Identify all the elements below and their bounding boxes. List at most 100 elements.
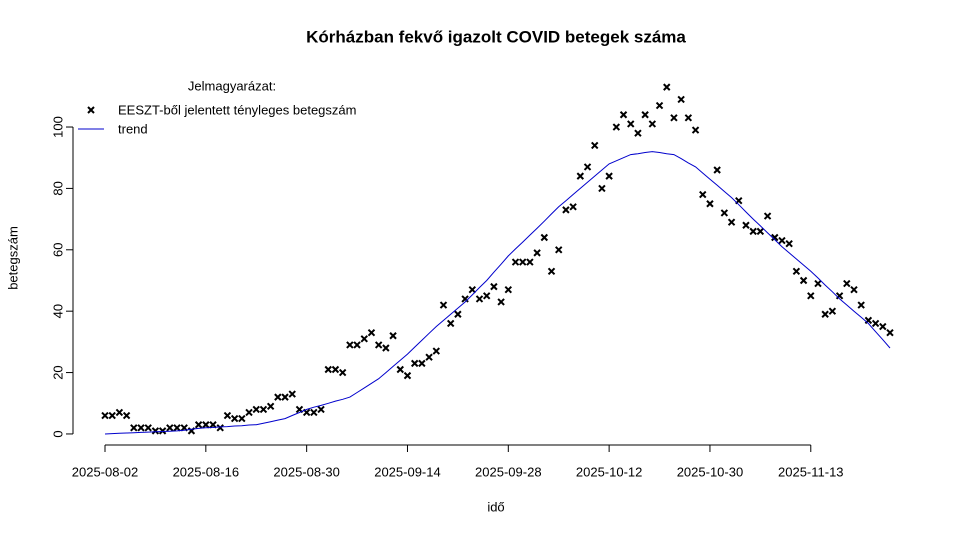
x-tick-label: 2025-09-28 <box>475 464 542 479</box>
x-axis-label: idő <box>487 499 504 514</box>
data-point <box>857 301 865 309</box>
data-point <box>785 239 793 248</box>
data-point <box>699 190 707 199</box>
data-point <box>266 402 275 411</box>
x-tick-label: 2025-10-12 <box>576 464 643 479</box>
legend-title: Jelmagyarázat: <box>188 78 276 93</box>
data-point <box>879 322 887 331</box>
y-axis-label: betegszám <box>5 226 20 290</box>
data-point <box>202 421 210 429</box>
data-point <box>360 335 368 343</box>
data-point <box>591 141 599 150</box>
data-point <box>425 353 433 361</box>
data-point <box>641 111 649 119</box>
data-point <box>490 282 498 291</box>
data-point <box>850 285 858 294</box>
data-point <box>627 120 635 128</box>
data-point <box>101 411 109 420</box>
data-point <box>194 421 203 429</box>
data-point <box>151 427 160 435</box>
data-point <box>598 184 606 193</box>
data-point <box>410 359 419 368</box>
data-point <box>799 276 808 285</box>
data-point <box>821 310 829 318</box>
data-point <box>605 172 613 180</box>
data-point <box>461 295 469 303</box>
data-point <box>223 411 232 420</box>
data-point <box>108 411 116 420</box>
data-point <box>482 292 491 300</box>
data-point <box>173 424 181 432</box>
data-point <box>655 101 664 110</box>
data-point <box>158 427 167 435</box>
data-point <box>374 341 383 349</box>
data-point <box>468 285 477 294</box>
data-point <box>835 292 844 300</box>
y-tick-label: 0 <box>50 430 65 437</box>
data-point <box>771 233 779 242</box>
chart-title: Kórházban fekvő igazolt COVID betegek sz… <box>306 27 686 46</box>
data-point <box>274 393 282 401</box>
data-point <box>843 279 851 288</box>
data-point <box>353 341 361 349</box>
x-tick-label: 2025-09-14 <box>374 464 441 479</box>
data-point <box>324 365 332 374</box>
data-point <box>562 206 570 214</box>
data-point <box>288 390 296 398</box>
y-tick-label: 100 <box>50 116 65 138</box>
data-point <box>418 359 426 368</box>
data-point <box>706 200 714 208</box>
x-tick-label: 2025-10-30 <box>677 464 744 479</box>
data-point <box>807 292 815 300</box>
data-point <box>828 307 837 315</box>
data-point <box>763 212 772 220</box>
data-point <box>475 295 484 303</box>
data-point <box>122 411 131 420</box>
legend-marker <box>87 106 95 114</box>
data-point <box>518 258 527 266</box>
data-point <box>259 405 268 414</box>
data-point <box>497 298 505 306</box>
data-point <box>756 227 765 236</box>
data-point <box>338 368 347 377</box>
data-point <box>864 316 873 325</box>
data-point <box>238 414 246 423</box>
data-point <box>634 129 642 137</box>
data-point <box>403 371 412 380</box>
data-point <box>346 341 354 349</box>
data-point <box>742 221 750 229</box>
x-tick-label: 2025-11-13 <box>778 464 844 479</box>
trend-line <box>104 151 891 435</box>
data-point <box>439 301 448 309</box>
data-point <box>504 285 513 294</box>
data-point <box>454 310 462 318</box>
data-point <box>670 114 678 122</box>
data-point <box>720 209 729 217</box>
data-point <box>389 332 397 340</box>
data-point <box>166 424 174 432</box>
data-point <box>281 393 289 401</box>
data-point <box>511 258 520 266</box>
legend-label: trend <box>118 121 148 136</box>
data-point <box>367 328 376 337</box>
data-point <box>540 233 549 242</box>
data-point <box>533 249 541 257</box>
data-point <box>317 405 325 414</box>
data-point <box>691 126 700 134</box>
data-point <box>245 408 253 417</box>
data-point <box>137 424 145 432</box>
data-point <box>130 424 138 432</box>
data-point <box>115 408 124 417</box>
data-point <box>778 236 786 245</box>
data-point <box>555 246 563 254</box>
data-point <box>677 95 685 104</box>
data-point <box>382 344 390 352</box>
data-point <box>648 120 657 128</box>
data-point <box>526 258 534 266</box>
data-point <box>547 267 556 275</box>
data-point <box>749 227 757 236</box>
data-point <box>432 347 440 355</box>
data-point <box>727 218 736 226</box>
